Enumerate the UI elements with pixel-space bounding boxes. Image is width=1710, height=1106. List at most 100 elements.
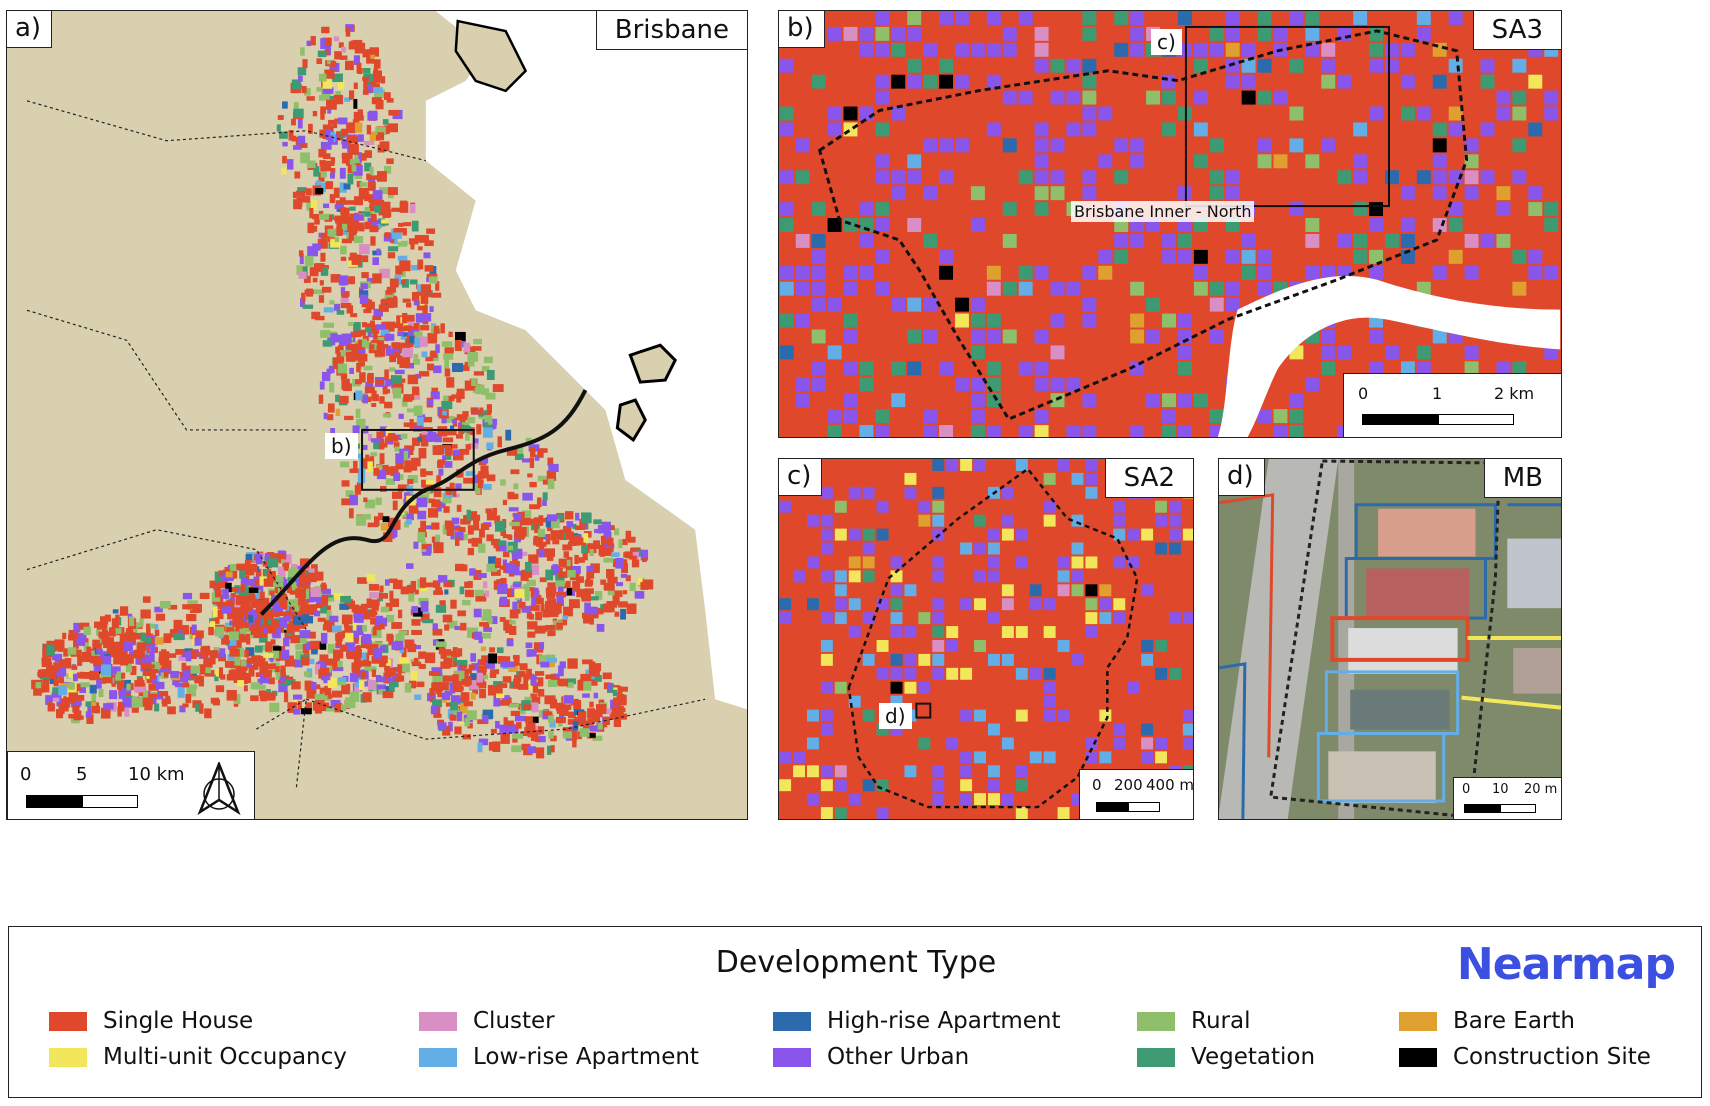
land-use-cell [1099, 723, 1112, 736]
land-use-cell [304, 568, 315, 575]
land-use-cell [827, 26, 842, 41]
land-use-cell [1416, 122, 1431, 137]
panel-c-sa2-map[interactable]: c) SA2 d) 0 200 400 m [778, 458, 1194, 820]
land-use-cell [1057, 639, 1070, 652]
land-use-cell [1177, 393, 1192, 408]
land-use-cell [119, 654, 129, 666]
land-use-cell [230, 607, 242, 614]
land-use-cell [416, 336, 428, 348]
land-use-cell [1050, 281, 1065, 296]
brisbane-map-canvas[interactable] [7, 11, 747, 819]
land-use-cell [1496, 361, 1511, 376]
land-use-cell [451, 362, 463, 373]
land-use-cell [1182, 514, 1193, 527]
land-use-cell [337, 80, 345, 90]
land-use-cell [343, 183, 351, 190]
land-use-cell [1400, 329, 1415, 344]
land-use-cell [1289, 90, 1304, 105]
land-use-cell [500, 529, 507, 536]
panel-a-brisbane-map[interactable]: a) Brisbane b) 0 5 10 km [6, 10, 748, 820]
land-use-cell [491, 540, 498, 546]
land-use-cell [1528, 138, 1543, 153]
sa2-map-canvas[interactable] [779, 459, 1193, 819]
land-use-cell [497, 584, 508, 595]
land-use-cell [115, 671, 122, 681]
panel-b-sa3-map[interactable]: b) SA3 c) Brisbane Inner - North 0 1 2 k… [778, 10, 1562, 438]
land-use-cell [1241, 122, 1256, 137]
land-use-cell [228, 570, 238, 579]
land-use-cell [572, 737, 577, 748]
land-use-cell [1225, 186, 1240, 201]
land-use-cell [446, 677, 457, 682]
land-use-cell [195, 630, 204, 639]
land-use-cell [1001, 793, 1014, 806]
land-use-cell [525, 569, 533, 578]
land-use-cell [521, 605, 531, 613]
land-use-cell [1155, 695, 1167, 708]
land-use-cell [589, 547, 594, 557]
land-use-cell [986, 11, 1001, 25]
land-use-cell [362, 634, 372, 645]
land-use-cell [527, 621, 538, 630]
land-use-cell [1182, 723, 1193, 736]
land-use-cell [946, 653, 959, 666]
land-use-cell [54, 639, 65, 650]
land-use-cell [366, 374, 374, 383]
land-use-cell [548, 731, 554, 739]
land-use-cell [1155, 667, 1167, 680]
land-use-cell [300, 143, 308, 148]
land-use-cell [1155, 723, 1167, 736]
land-use-cell [49, 666, 59, 673]
land-use-cell [126, 628, 134, 636]
land-use-cell [827, 42, 842, 57]
land-use-cell [795, 377, 810, 392]
land-use-cell [1400, 265, 1415, 280]
land-use-cell [1273, 393, 1288, 408]
land-use-cell [450, 701, 458, 711]
land-use-cell [433, 590, 444, 595]
land-use-cell [409, 336, 415, 344]
land-use-cell [341, 46, 347, 53]
land-use-cell [392, 580, 400, 590]
land-use-cell [932, 667, 945, 680]
land-use-cell [402, 228, 407, 236]
land-use-cell [1130, 345, 1145, 360]
land-use-cell [242, 622, 250, 628]
land-use-cell [970, 170, 985, 185]
land-use-cell [1337, 106, 1352, 121]
land-use-cell [547, 598, 557, 605]
land-use-cell [946, 570, 959, 583]
land-use-cell [1400, 74, 1415, 89]
land-use-cell [616, 582, 624, 587]
land-use-cell [388, 682, 395, 692]
land-use-cell [379, 453, 385, 465]
land-use-cell [1225, 26, 1240, 41]
land-use-cell [249, 612, 258, 623]
land-use-cell [1127, 584, 1140, 597]
land-use-cell [806, 639, 819, 652]
land-use-cell [1146, 186, 1161, 201]
land-use-cell [486, 511, 496, 521]
land-use-cell [504, 661, 516, 668]
land-use-cell [363, 365, 373, 371]
land-use-cell [904, 751, 917, 764]
land-use-cell [974, 667, 986, 680]
land-use-cell [811, 74, 826, 89]
land-use-cell [1098, 58, 1113, 73]
land-use-cell [384, 232, 391, 239]
land-use-cell [1321, 409, 1336, 424]
land-use-cell [795, 58, 810, 73]
land-use-cell [986, 106, 1001, 121]
land-use-cell [422, 305, 428, 316]
land-use-cell [820, 779, 833, 792]
land-use-cell [1015, 667, 1028, 680]
land-use-cell [1193, 329, 1208, 344]
land-use-cell [987, 612, 1000, 625]
land-use-cell [1416, 154, 1431, 169]
land-use-cell [373, 330, 378, 340]
land-use-cell [68, 692, 79, 698]
land-use-cell [389, 278, 399, 288]
land-use-cell [859, 170, 874, 185]
land-use-cell [297, 700, 302, 710]
land-use-cell [296, 196, 303, 207]
